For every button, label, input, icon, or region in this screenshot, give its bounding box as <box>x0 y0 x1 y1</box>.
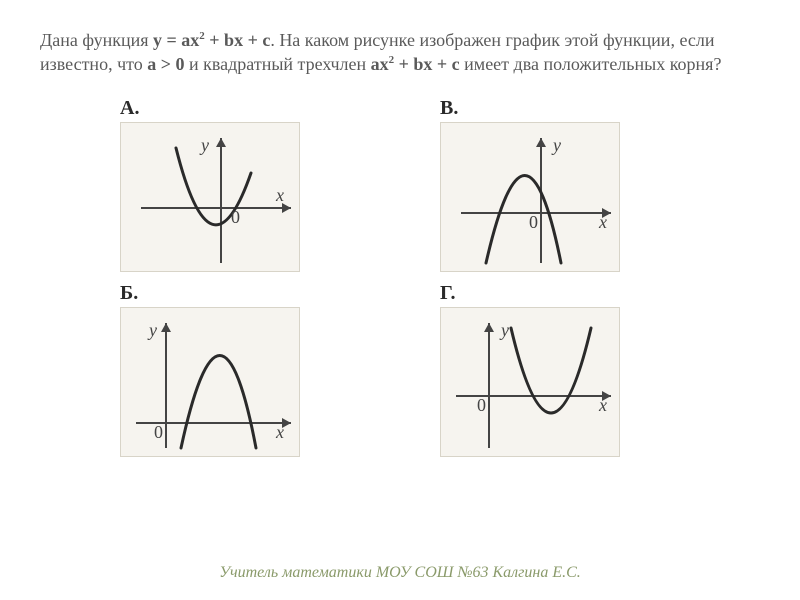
q-func-tail: + bx + c <box>205 30 271 50</box>
svg-text:0: 0 <box>477 395 486 415</box>
plot-v: В. 0 x y <box>440 97 700 272</box>
plot-g: Г. 0 x y <box>440 282 700 457</box>
plot-a: А. 0 x y <box>120 97 380 272</box>
svg-text:x: x <box>598 395 607 415</box>
plot-canvas-b: 0 x y <box>120 307 300 457</box>
plot-label-a: А. <box>120 97 380 120</box>
q-end: имеет два положительных корня? <box>460 54 722 74</box>
svg-text:x: x <box>598 212 607 232</box>
plot-canvas-g: 0 x y <box>440 307 620 457</box>
plot-canvas-v: 0 x y <box>440 122 620 272</box>
plot-label-b: Б. <box>120 282 380 305</box>
question-text: Дана функция y = ax2 + bx + c. На каком … <box>0 0 800 87</box>
footer-text: Учитель математики МОУ СОШ №63 Калгина Е… <box>0 564 800 582</box>
svg-text:x: x <box>275 422 284 442</box>
plot-label-v: В. <box>440 97 700 120</box>
q-cond: a > 0 <box>147 54 184 74</box>
svg-text:0: 0 <box>231 207 240 227</box>
svg-text:y: y <box>199 135 209 155</box>
q-prefix: Дана функция <box>40 30 153 50</box>
svg-text:0: 0 <box>154 422 163 442</box>
plot-b: Б. 0 x y <box>120 282 380 457</box>
plot-canvas-a: 0 x y <box>120 122 300 272</box>
q-mid2: и квадратный трехчлен <box>185 54 371 74</box>
svg-text:y: y <box>551 135 561 155</box>
svg-text:y: y <box>499 320 509 340</box>
svg-text:0: 0 <box>529 212 538 232</box>
svg-text:x: x <box>275 185 284 205</box>
plot-label-g: Г. <box>440 282 700 305</box>
q-func: y = ax <box>153 30 199 50</box>
q-tri-tail: + bx + c <box>394 54 460 74</box>
svg-text:y: y <box>147 320 157 340</box>
plots-grid: А. 0 x y В. 0 x y Б. 0 x y Г. 0 x y <box>0 87 800 457</box>
q-tri: ax <box>371 54 389 74</box>
